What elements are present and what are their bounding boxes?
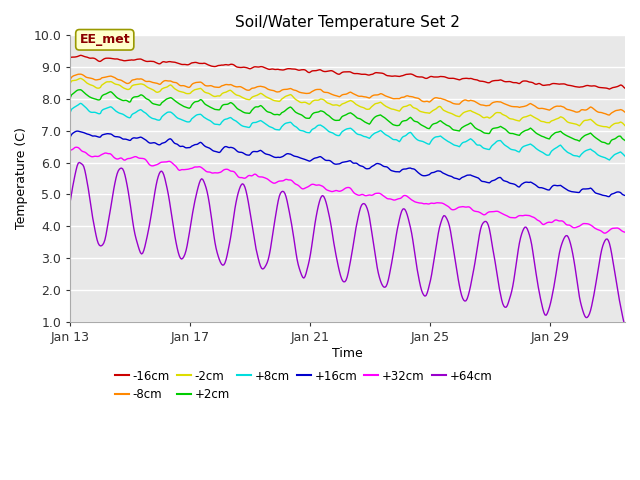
+32cm	[610, 225, 618, 231]
+32cm	[368, 192, 376, 198]
-2cm	[398, 106, 406, 111]
+64cm	[368, 228, 376, 234]
+32cm	[67, 147, 74, 153]
-8cm	[610, 108, 618, 114]
-2cm	[621, 123, 629, 129]
Line: -8cm: -8cm	[70, 74, 625, 115]
+2cm	[67, 95, 74, 100]
+16cm	[331, 161, 339, 167]
-8cm	[77, 71, 84, 77]
+8cm	[77, 100, 84, 106]
+32cm	[335, 188, 342, 194]
+64cm	[331, 247, 339, 252]
Line: -16cm: -16cm	[70, 55, 625, 89]
-2cm	[368, 104, 376, 109]
Line: +16cm: +16cm	[70, 131, 625, 197]
+64cm	[76, 159, 83, 165]
-16cm	[605, 86, 613, 92]
-8cm	[335, 94, 342, 99]
+32cm	[522, 213, 530, 218]
Y-axis label: Temperature (C): Temperature (C)	[15, 128, 28, 229]
+8cm	[398, 135, 406, 141]
-16cm	[331, 70, 339, 75]
Text: EE_met: EE_met	[79, 33, 130, 46]
+64cm	[522, 224, 530, 230]
+8cm	[621, 153, 629, 159]
+16cm	[605, 194, 612, 200]
+8cm	[67, 109, 74, 115]
-2cm	[335, 103, 342, 108]
+64cm	[335, 264, 342, 269]
+16cm	[67, 133, 74, 139]
+2cm	[398, 119, 406, 125]
X-axis label: Time: Time	[332, 347, 363, 360]
-8cm	[398, 95, 406, 100]
+16cm	[398, 167, 406, 173]
-2cm	[605, 125, 613, 131]
Line: +2cm: +2cm	[70, 90, 625, 144]
+16cm	[621, 192, 629, 198]
Title: Soil/Water Temperature Set 2: Soil/Water Temperature Set 2	[236, 15, 460, 30]
-8cm	[605, 112, 613, 118]
-16cm	[368, 72, 376, 77]
-16cm	[610, 84, 618, 90]
+16cm	[74, 128, 81, 134]
+64cm	[621, 323, 629, 329]
-16cm	[621, 85, 629, 91]
+2cm	[368, 118, 376, 124]
+32cm	[72, 144, 80, 150]
+8cm	[331, 132, 339, 137]
+32cm	[621, 229, 629, 235]
-2cm	[522, 114, 530, 120]
-8cm	[522, 103, 530, 108]
+64cm	[67, 197, 74, 203]
+16cm	[368, 164, 376, 169]
+8cm	[368, 133, 376, 139]
-16cm	[335, 72, 342, 77]
+2cm	[331, 118, 339, 123]
+2cm	[621, 138, 629, 144]
+2cm	[610, 136, 618, 142]
-2cm	[610, 121, 618, 127]
-2cm	[77, 75, 84, 81]
+32cm	[398, 195, 406, 201]
+16cm	[522, 179, 530, 185]
+2cm	[522, 127, 530, 133]
-16cm	[67, 55, 74, 60]
Line: +8cm: +8cm	[70, 103, 625, 160]
-8cm	[331, 93, 339, 98]
-2cm	[331, 102, 339, 108]
+8cm	[610, 152, 618, 158]
Legend: -16cm, -8cm, -2cm, +2cm, +8cm, +16cm, +32cm, +64cm: -16cm, -8cm, -2cm, +2cm, +8cm, +16cm, +3…	[110, 365, 497, 406]
-2cm	[67, 80, 74, 85]
Line: -2cm: -2cm	[70, 78, 625, 128]
-16cm	[398, 73, 406, 79]
-8cm	[368, 94, 376, 99]
+64cm	[609, 257, 616, 263]
+2cm	[335, 118, 342, 123]
+16cm	[610, 191, 618, 196]
-8cm	[67, 76, 74, 82]
+8cm	[335, 132, 342, 138]
-16cm	[522, 78, 530, 84]
Line: +64cm: +64cm	[70, 162, 625, 326]
-16cm	[77, 52, 84, 58]
+32cm	[601, 230, 609, 236]
Line: +32cm: +32cm	[70, 147, 625, 233]
+2cm	[605, 141, 612, 147]
+16cm	[335, 161, 342, 167]
+8cm	[522, 143, 530, 148]
+32cm	[331, 188, 339, 193]
+8cm	[605, 157, 613, 163]
-8cm	[621, 109, 629, 115]
+2cm	[77, 87, 84, 93]
+64cm	[398, 208, 406, 214]
